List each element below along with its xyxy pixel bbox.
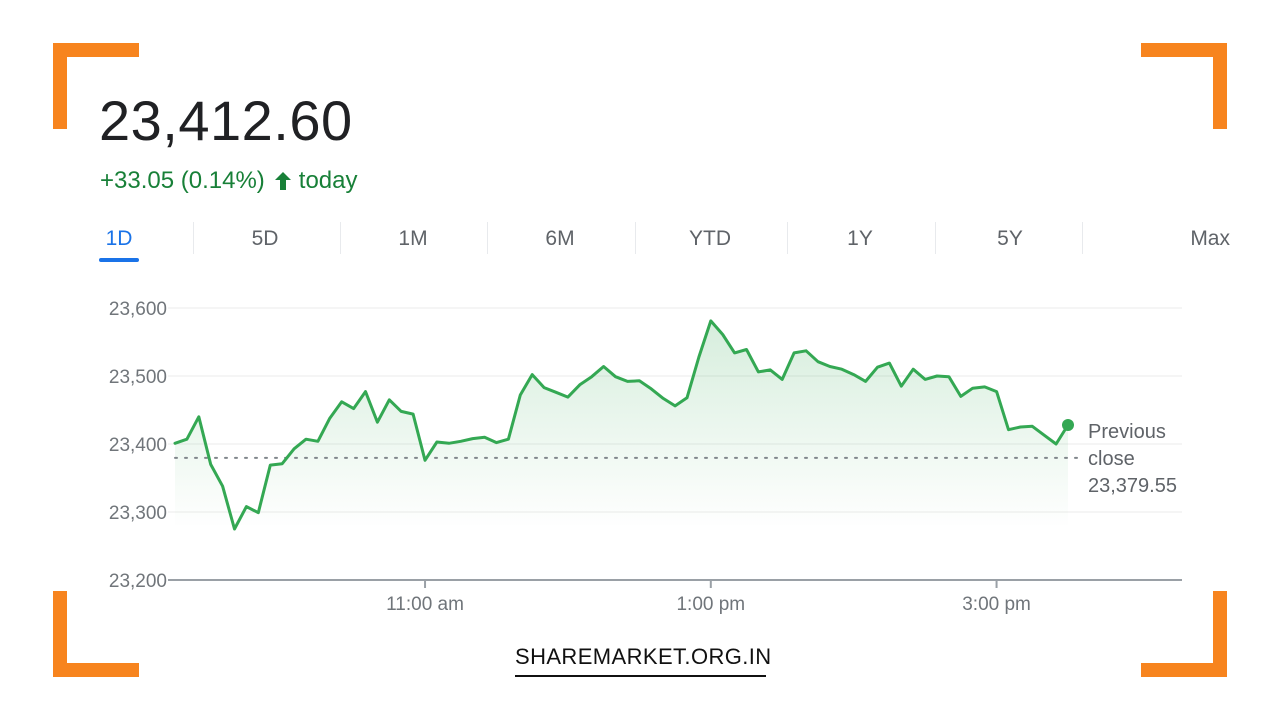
tab-divider xyxy=(340,222,341,254)
change-value: +33.05 (0.14%) xyxy=(100,167,265,194)
frame-corner-bottom-left xyxy=(53,591,139,677)
tab-divider xyxy=(787,222,788,254)
tab-1y[interactable]: 1Y xyxy=(847,227,873,250)
x-tick-label: 3:00 pm xyxy=(962,594,1031,615)
tab-5d[interactable]: 5D xyxy=(251,227,279,250)
brand-underline xyxy=(515,675,766,677)
price-area-fill xyxy=(175,320,1068,529)
site-brand[interactable]: SHAREMARKET.ORG.IN xyxy=(515,644,772,669)
tab-1m[interactable]: 1M xyxy=(398,227,428,250)
y-tick-label: 23,400 xyxy=(109,435,167,456)
x-tick-label: 11:00 am xyxy=(386,594,464,615)
arrow-up-icon xyxy=(273,170,293,192)
price-line xyxy=(173,319,1070,531)
tab-divider xyxy=(635,222,636,254)
y-tick-label: 23,500 xyxy=(109,367,167,388)
y-axis: 23,600 23,500 23,400 23,300 23,200 xyxy=(109,299,167,592)
frame-corner-top-left xyxy=(53,43,139,129)
tab-divider xyxy=(1082,222,1083,254)
y-tick-label: 23,600 xyxy=(109,299,167,320)
tab-ytd[interactable]: YTD xyxy=(689,227,731,250)
previous-close-label: Previous xyxy=(1088,421,1166,443)
previous-close-label: close xyxy=(1088,448,1135,470)
tab-5y[interactable]: 5Y xyxy=(997,227,1023,250)
frame-corner-bottom-right xyxy=(1141,591,1227,677)
range-tabs: 1D 5D 1M 6M YTD 1Y 5Y Max xyxy=(80,222,1230,266)
last-price-point[interactable] xyxy=(1062,418,1074,431)
previous-close-value: 23,379.55 xyxy=(1088,475,1177,497)
tab-divider xyxy=(935,222,936,254)
y-tick-label: 23,300 xyxy=(109,503,167,524)
current-price: 23,412.60 xyxy=(99,89,353,152)
active-tab-indicator xyxy=(99,258,139,262)
frame-corner-top-right xyxy=(1141,43,1227,129)
price-change: +33.05 (0.14%) today xyxy=(100,166,358,196)
x-axis: 11:00 am 1:00 pm 3:00 pm xyxy=(386,580,1031,615)
change-period: today xyxy=(298,167,358,194)
tab-max[interactable]: Max xyxy=(1190,227,1230,250)
tab-6m[interactable]: 6M xyxy=(545,227,575,250)
tab-1d[interactable]: 1D xyxy=(105,227,133,250)
tab-divider xyxy=(487,222,488,254)
y-tick-label: 23,200 xyxy=(109,571,167,592)
x-tick-label: 1:00 pm xyxy=(676,594,745,615)
tab-divider xyxy=(193,222,194,254)
